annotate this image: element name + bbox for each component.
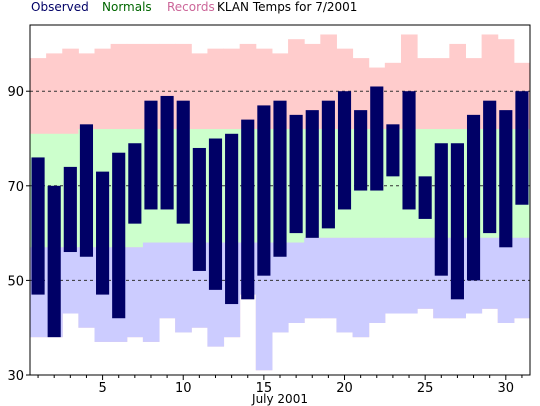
observed-bar-day-19 [321, 100, 335, 229]
observed-bar-day-9 [160, 95, 174, 210]
observed-bar-day-8 [144, 100, 158, 210]
observed-bar-day-27 [450, 143, 464, 300]
below-normal-band-day-19 [320, 237, 337, 319]
observed-bar-day-28 [466, 114, 481, 281]
observed-bar-day-4 [79, 124, 94, 257]
observed-bar-day-29 [483, 100, 497, 234]
x-tick-label-5: 5 [98, 381, 106, 396]
observed-bar-day-26 [434, 143, 448, 276]
observed-bar-day-15 [257, 105, 271, 276]
x-tick-label-10: 10 [175, 381, 192, 396]
below-normal-band-day-10 [175, 242, 192, 333]
observed-bar-day-16 [273, 100, 287, 257]
legend-records: Records [167, 0, 215, 14]
below-normal-band-day-29 [481, 237, 499, 309]
below-normal-band-day-25 [417, 237, 434, 309]
x-axis-label: July 2001 [251, 392, 308, 406]
observed-bar-day-10 [176, 100, 190, 224]
observed-bar-day-13 [225, 133, 239, 305]
observed-bar-day-31 [515, 91, 529, 205]
below-normal-band-day-17 [288, 242, 305, 323]
below-normal-band-day-9 [159, 242, 176, 319]
below-normal-band-day-20 [336, 237, 354, 333]
below-normal-band-day-8 [142, 242, 160, 342]
x-tick-label-30: 30 [498, 381, 515, 396]
y-tick-label-70: 70 [7, 180, 24, 195]
below-normal-band-day-22 [368, 237, 386, 323]
observed-bar-day-5 [96, 171, 110, 295]
observed-bar-day-12 [208, 138, 223, 290]
below-normal-band-day-23 [384, 237, 402, 314]
observed-bar-day-25 [418, 176, 432, 219]
below-normal-band-day-3 [62, 247, 79, 314]
y-tick-label-90: 90 [7, 85, 24, 100]
x-tick-label-15: 15 [256, 381, 273, 396]
below-normal-band-day-16 [271, 242, 289, 333]
y-tick-label-30: 30 [7, 369, 24, 384]
observed-bar-day-2 [47, 185, 61, 338]
below-normal-band-day-18 [304, 237, 321, 319]
below-normal-band-day-31 [513, 237, 531, 319]
below-normal-band-day-21 [352, 237, 370, 338]
observed-bar-day-23 [386, 124, 400, 177]
observed-bar-day-7 [128, 143, 142, 224]
observed-bar-day-14 [241, 119, 255, 300]
observed-bar-day-24 [402, 91, 416, 210]
observed-bar-day-1 [31, 157, 45, 295]
below-normal-band-day-24 [400, 237, 418, 314]
observed-bar-day-18 [305, 110, 319, 238]
observed-bar-day-22 [370, 86, 384, 191]
x-tick-label-20: 20 [336, 381, 353, 396]
legend-observed: Observed [31, 0, 89, 14]
observed-bar-day-6 [112, 152, 126, 319]
below-normal-band-day-7 [126, 247, 144, 338]
observed-bar-day-3 [63, 166, 77, 253]
y-tick-label-50: 50 [7, 274, 24, 289]
legend-normals: Normals [102, 0, 152, 14]
below-normal-band-day-4 [78, 247, 96, 328]
x-tick-label-25: 25 [417, 381, 434, 396]
observed-bar-day-20 [337, 91, 352, 210]
observed-bar-day-17 [289, 114, 303, 234]
observed-bar-day-21 [354, 110, 368, 191]
observed-bar-day-11 [192, 147, 206, 271]
observed-bar-day-30 [499, 110, 513, 248]
chart-title: KLAN Temps for 7/2001 [217, 0, 358, 14]
